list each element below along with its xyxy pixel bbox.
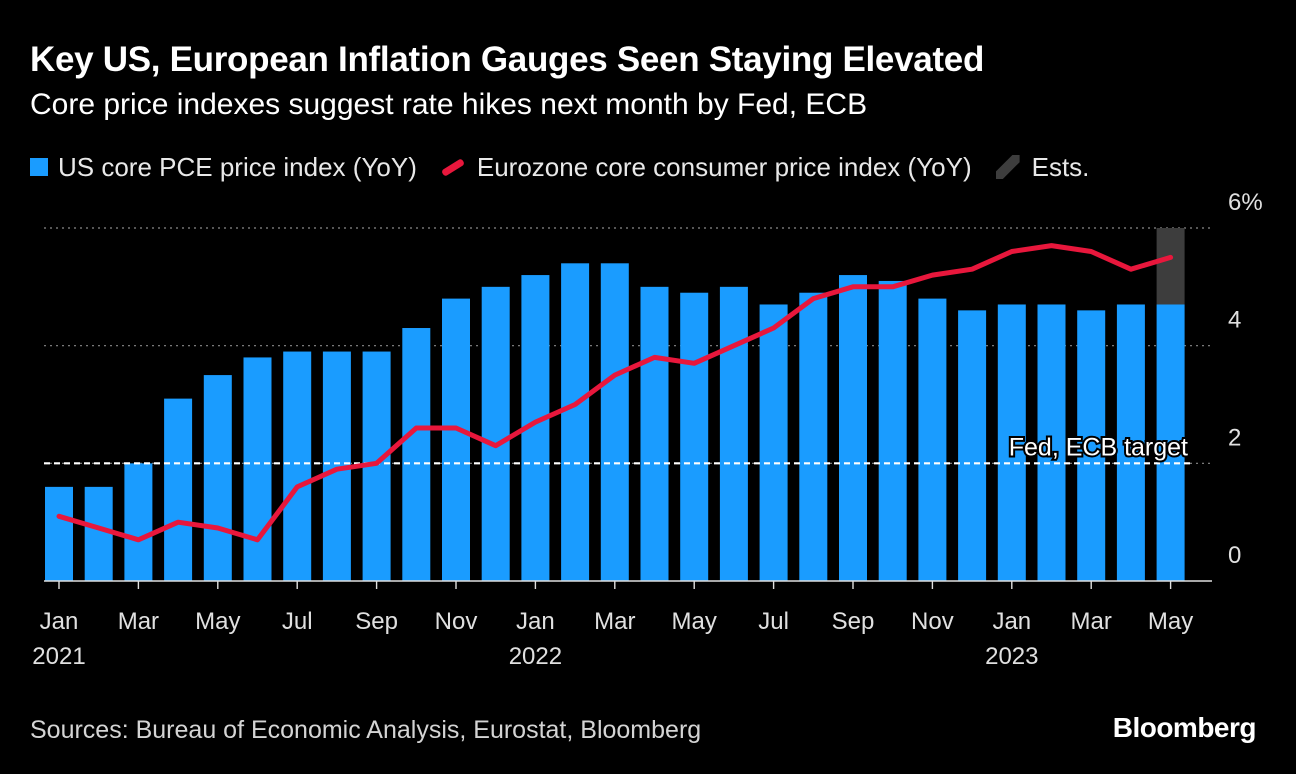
us-bar-1 — [84, 486, 113, 581]
x-tick-month: Jul — [758, 608, 789, 635]
x-tick-month: Mar — [594, 608, 635, 635]
us-bar-6 — [283, 351, 312, 581]
chart-title: Key US, European Inflation Gauges Seen S… — [30, 40, 985, 79]
us-bar-19 — [799, 292, 828, 581]
x-tick-month: May — [195, 608, 240, 635]
y-tick-label: 0 — [1228, 542, 1241, 569]
us-bar-23 — [958, 310, 987, 581]
us-bar-5 — [243, 357, 272, 581]
x-tick-year: 2021 — [32, 643, 85, 670]
us-bar-9 — [402, 328, 431, 581]
legend: US core PCE price index (YoY) Eurozone c… — [30, 150, 1113, 184]
x-tick-month: Sep — [355, 608, 398, 635]
us-bar-14 — [600, 263, 629, 581]
us-bar-20 — [839, 275, 867, 581]
x-tick-year: 2022 — [509, 643, 562, 670]
chart-subtitle: Core price indexes suggest rate hikes ne… — [30, 88, 868, 121]
legend-item-ez: Eurozone core consumer price index (YoY) — [440, 151, 972, 183]
us-bar-27 — [1116, 304, 1145, 581]
x-tick-month: Jan — [992, 608, 1031, 635]
us-bar-3 — [164, 398, 193, 581]
x-tick-month: Jan — [40, 608, 79, 635]
us-bar-15 — [640, 286, 669, 581]
legend-label-est: Ests. — [1031, 151, 1090, 182]
legend-label-ez: Eurozone core consumer price index (YoY) — [476, 151, 972, 182]
us-bar-16 — [680, 292, 709, 581]
us-bar-0 — [45, 486, 73, 581]
us-bar-4 — [203, 375, 232, 581]
x-tick-month: Jan — [516, 608, 555, 635]
us-bar-17 — [719, 286, 748, 581]
legend-item-est: Ests. — [995, 151, 1090, 183]
us-bar-25 — [1037, 304, 1066, 581]
brand-logo: Bloomberg — [1112, 712, 1257, 743]
us-bar-18 — [759, 304, 788, 581]
x-tick-month: Nov — [911, 608, 954, 635]
us-bar-13 — [561, 263, 590, 581]
source-note: Sources: Bureau of Economic Analysis, Eu… — [30, 716, 702, 744]
us-bar-21 — [878, 280, 907, 581]
us-bar-10 — [442, 298, 470, 581]
y-tick-label: 2 — [1228, 424, 1241, 451]
x-tick-month: May — [1148, 608, 1193, 635]
x-tick-year: 2023 — [985, 643, 1038, 670]
us-bar-28 — [1156, 304, 1185, 581]
us-bar-22 — [918, 298, 947, 581]
x-tick-month: Jul — [282, 608, 313, 635]
us-bar-2 — [124, 463, 153, 581]
x-tick-month: Mar — [118, 608, 159, 635]
x-tick-month: Sep — [832, 608, 875, 635]
us-bar-24 — [997, 304, 1026, 581]
x-tick-month: Nov — [435, 608, 478, 635]
x-tick-month: May — [672, 608, 717, 635]
us-bar-11 — [481, 286, 510, 581]
legend-label-us: US core PCE price index (YoY) — [58, 151, 417, 182]
y-tick-label: 4 — [1228, 307, 1241, 334]
us-bar-26 — [1077, 310, 1106, 581]
target-label: Fed, ECB target — [1009, 433, 1188, 461]
y-tick-label: 6% — [1228, 189, 1263, 216]
x-tick-month: Mar — [1071, 608, 1112, 635]
legend-swatch-us — [30, 158, 48, 176]
estimate-bar — [1156, 228, 1185, 305]
legend-item-us: US core PCE price index (YoY) — [30, 152, 417, 183]
